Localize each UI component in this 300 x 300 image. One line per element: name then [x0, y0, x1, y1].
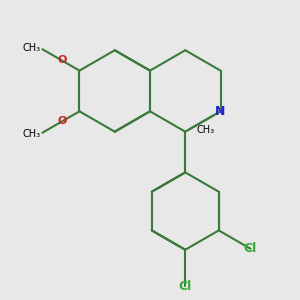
Text: CH₃: CH₃ — [22, 129, 41, 139]
Text: Cl: Cl — [178, 280, 192, 293]
Text: CH₃: CH₃ — [196, 124, 214, 135]
Text: CH₃: CH₃ — [22, 43, 41, 53]
Text: O: O — [57, 56, 67, 65]
Text: N: N — [215, 105, 226, 118]
Text: Cl: Cl — [244, 242, 257, 255]
Text: O: O — [57, 116, 67, 127]
